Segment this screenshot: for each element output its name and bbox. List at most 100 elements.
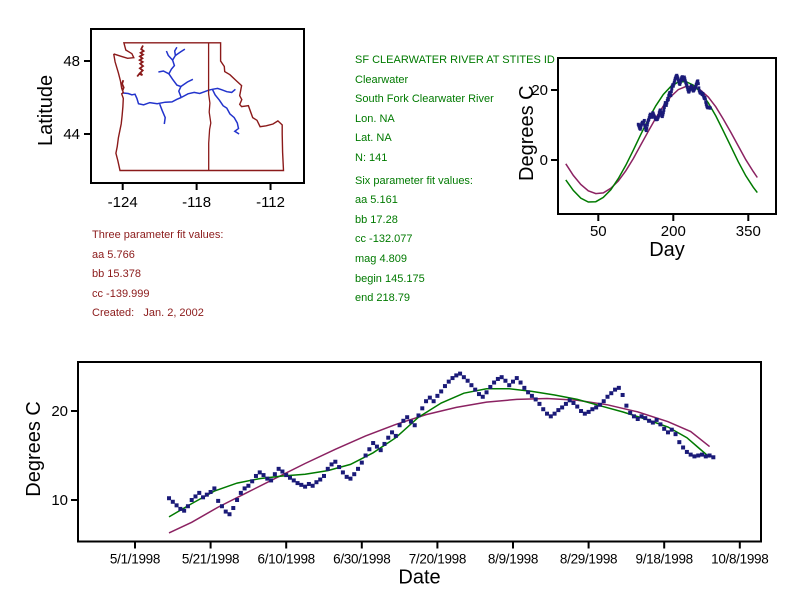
six-param-end: end 218.79: [355, 292, 411, 305]
data-point: [628, 410, 633, 415]
data-point: [185, 504, 190, 509]
data-point: [518, 380, 523, 385]
data-point: [647, 116, 651, 120]
river-line: [174, 48, 186, 57]
data-point: [575, 404, 580, 409]
data-point: [647, 117, 651, 121]
three-param-header: Three parameter fit values:: [92, 229, 224, 241]
date-plot-frame: [77, 361, 762, 543]
river-line: [165, 50, 174, 61]
data-point: [488, 384, 493, 389]
x-tick-label: 8/29/1998: [560, 552, 617, 567]
y-axis-title: Degrees C: [23, 401, 45, 497]
data-point: [314, 480, 319, 485]
data-point: [291, 478, 296, 483]
data-point: [678, 81, 682, 85]
y-tick-label: 20: [51, 403, 68, 420]
data-point: [597, 402, 602, 407]
data-point: [690, 86, 694, 90]
data-point: [650, 420, 655, 425]
data-point: [684, 449, 689, 454]
river-line: [158, 70, 170, 75]
map-ylabel: Latitude: [35, 75, 57, 146]
idaho-border-line: [207, 42, 212, 171]
data-point: [306, 481, 311, 486]
data-point: [665, 101, 669, 105]
data-point: [696, 79, 700, 83]
river-line: [180, 87, 236, 99]
data-point: [563, 401, 568, 406]
data-point: [374, 444, 379, 449]
data-point: [669, 427, 674, 432]
data-point: [408, 419, 413, 424]
data-point: [219, 504, 224, 509]
data-point: [681, 445, 686, 450]
data-point: [476, 392, 481, 397]
station-title: SF CLEARWATER RIVER AT STITES ID: [355, 54, 555, 66]
data-point: [427, 395, 432, 400]
data-point: [682, 75, 686, 79]
data-point: [514, 376, 519, 381]
data-point: [386, 435, 391, 440]
data-point: [390, 430, 395, 435]
x-tick-label: 7/20/1998: [409, 552, 466, 567]
data-point: [605, 394, 610, 399]
data-point: [692, 454, 697, 459]
data-point: [193, 494, 198, 499]
data-point: [673, 78, 677, 82]
data-point: [624, 403, 629, 408]
data-point: [261, 473, 266, 478]
data-point: [344, 474, 349, 479]
data-point: [696, 453, 701, 458]
data-point: [458, 371, 463, 376]
x-tick-label: 350: [736, 223, 761, 240]
data-point: [310, 483, 315, 488]
data-point: [642, 118, 646, 122]
map-xtick-label: -124: [108, 194, 138, 211]
data-point: [669, 90, 673, 94]
six-param-fit-curve: [565, 80, 758, 203]
station-n: N: 141: [355, 151, 388, 164]
data-point: [416, 413, 421, 418]
data-point: [639, 414, 644, 419]
data-point: [363, 453, 368, 458]
data-point: [635, 417, 640, 422]
x-tick-label: 10/8/1998: [711, 552, 768, 567]
data-point: [661, 111, 665, 115]
data-point: [700, 452, 704, 457]
data-point: [242, 486, 247, 491]
data-point: [661, 113, 665, 117]
data-point: [620, 392, 625, 397]
data-point: [499, 375, 504, 380]
data-point: [711, 455, 716, 460]
data-point: [265, 476, 270, 481]
data-point: [480, 394, 485, 399]
river-line: [180, 78, 194, 88]
data-point: [442, 384, 447, 389]
y-tick-label: 10: [51, 492, 68, 509]
puget-sound-coastline: [136, 45, 146, 78]
data-point: [431, 399, 436, 404]
x-axis-title: Date: [398, 567, 440, 589]
data-point: [601, 399, 606, 404]
data-point: [420, 406, 425, 411]
map-content: [113, 42, 285, 172]
station-lat: Lat. NA: [355, 132, 392, 145]
data-point: [495, 376, 500, 381]
data-point: [541, 407, 546, 412]
data-point: [178, 506, 183, 511]
data-point: [299, 482, 304, 487]
data-point: [552, 411, 557, 416]
data-point: [393, 433, 398, 438]
data-point: [276, 466, 281, 471]
six-param-cc: cc -132.077: [355, 233, 413, 246]
data-point: [701, 93, 705, 97]
coast-inlet-line: [121, 79, 125, 91]
data-point: [677, 440, 682, 445]
data-point: [590, 407, 595, 412]
data-point: [359, 460, 364, 465]
river-line: [168, 46, 182, 98]
data-point: [609, 391, 614, 396]
data-point: [511, 379, 515, 384]
river-line: [211, 88, 240, 135]
